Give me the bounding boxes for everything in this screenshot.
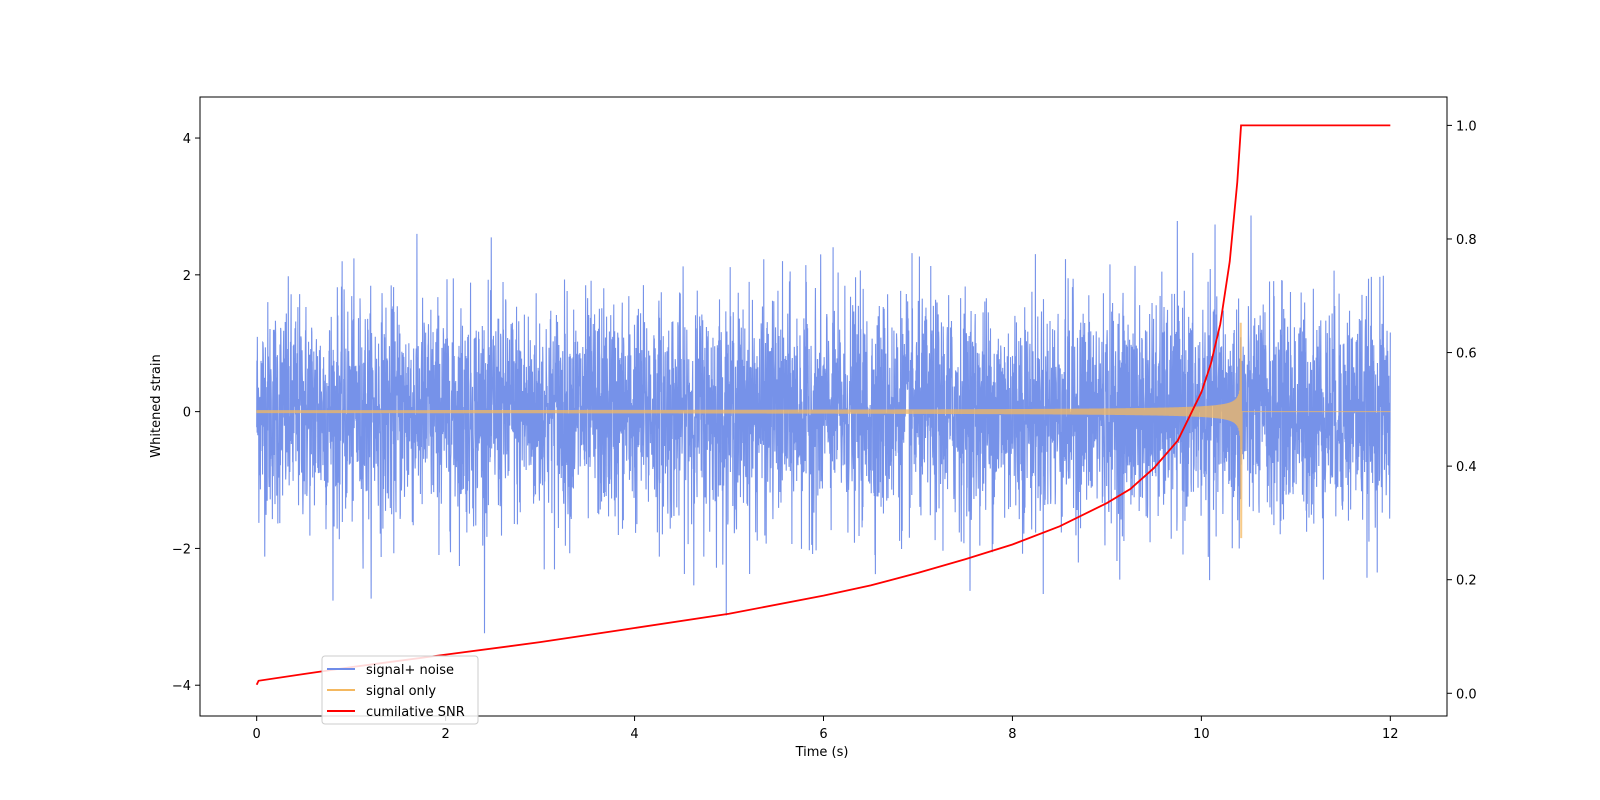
x-tick-label: 12 xyxy=(1382,727,1399,742)
series-cumulative-snr xyxy=(255,124,1391,686)
y-tick-label: 0 xyxy=(183,406,191,421)
x-axis-label: Time (s) xyxy=(795,745,849,760)
series-signal-noise xyxy=(256,215,1391,634)
y-axis-right: 0.0 0.2 0.4 0.6 0.8 1.0 xyxy=(1447,119,1477,702)
y2-tick-label: 0.8 xyxy=(1456,233,1477,248)
y-tick-label: 4 xyxy=(183,132,191,147)
y-axis-label: Whitened strain xyxy=(149,354,164,457)
x-tick-label: 8 xyxy=(1008,727,1016,742)
x-tick-label: 6 xyxy=(819,727,827,742)
legend-label-signal-noise: signal+ noise xyxy=(366,663,454,678)
x-tick-label: 2 xyxy=(441,727,449,742)
y-axis-left: −4 −2 0 2 4 xyxy=(172,132,200,694)
y2-tick-label: 0.6 xyxy=(1456,347,1477,362)
y-tick-label: 2 xyxy=(183,269,191,284)
y2-tick-label: 1.0 xyxy=(1456,119,1477,134)
y-tick-label: −4 xyxy=(172,679,191,694)
y-tick-label: −2 xyxy=(172,542,191,557)
y2-tick-label: 0.2 xyxy=(1456,574,1477,589)
y2-tick-label: 0.0 xyxy=(1456,687,1477,702)
legend-label-cumulative-snr: cumilative SNR xyxy=(366,705,465,720)
legend-label-signal-only: signal only xyxy=(366,684,436,699)
legend: signal+ noise signal only cumilative SNR xyxy=(321,655,479,725)
plot-area xyxy=(255,124,1391,686)
y2-tick-label: 0.4 xyxy=(1456,460,1477,475)
series-signal-only xyxy=(256,322,1391,539)
x-tick-label: 10 xyxy=(1193,727,1210,742)
x-tick-label: 4 xyxy=(630,727,638,742)
legend-box xyxy=(321,655,479,725)
x-tick-label: 0 xyxy=(253,727,261,742)
